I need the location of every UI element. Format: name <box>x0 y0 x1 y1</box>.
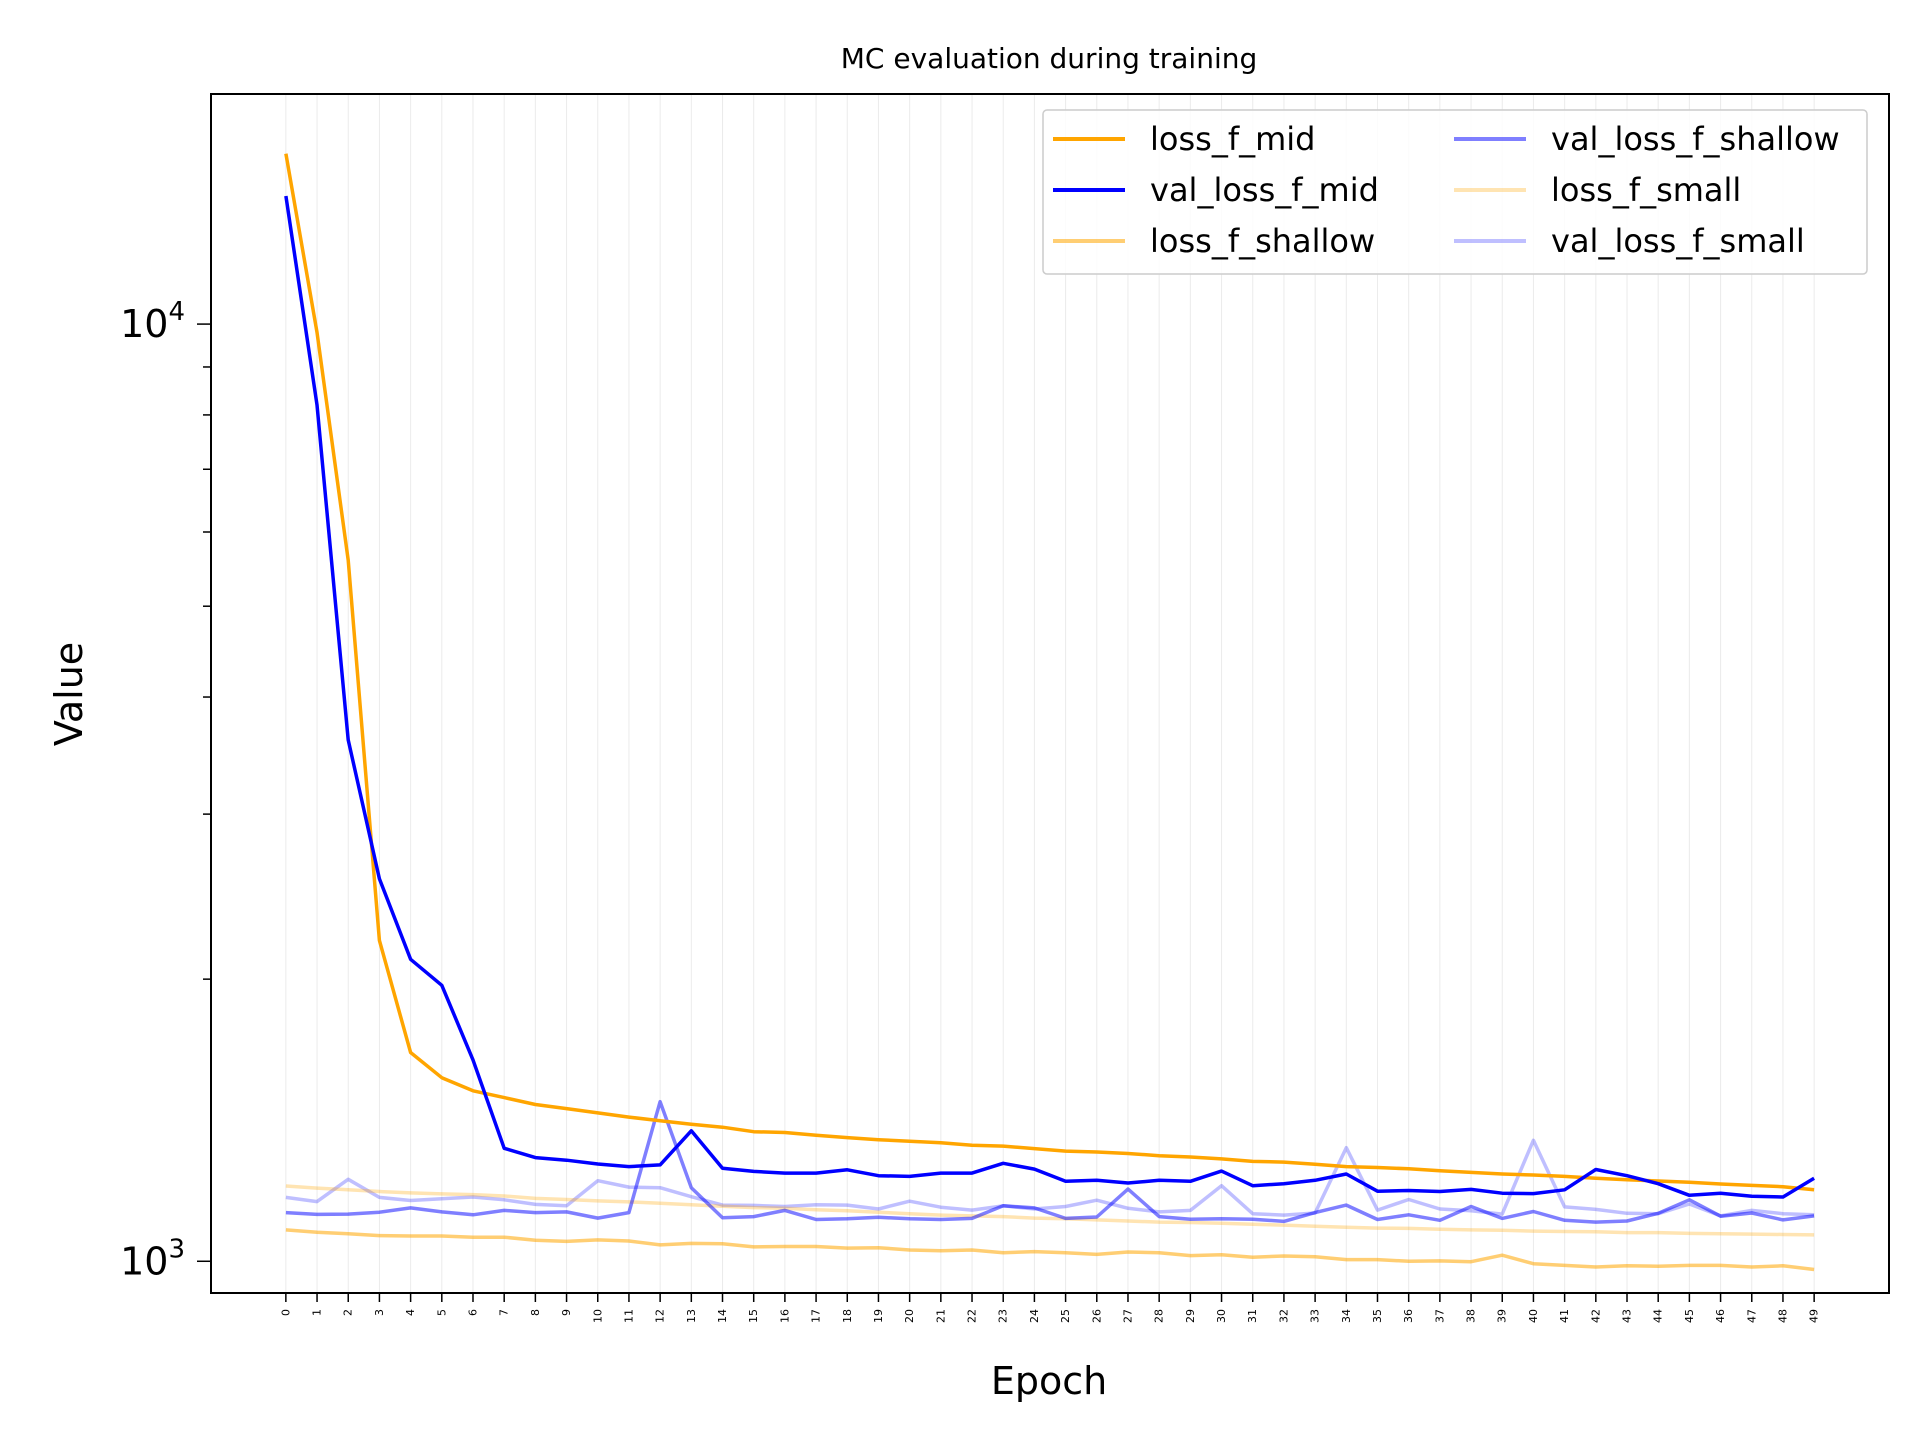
x-tick-label: 3 <box>373 1309 386 1316</box>
x-tick-label: 31 <box>1246 1309 1259 1323</box>
x-tick-label: 36 <box>1402 1309 1415 1323</box>
x-tick-label: 37 <box>1433 1309 1446 1323</box>
x-tick-label: 47 <box>1745 1309 1758 1323</box>
x-tick-label: 41 <box>1558 1309 1571 1323</box>
x-tick-label: 11 <box>622 1309 635 1323</box>
x-tick-label: 18 <box>841 1309 854 1323</box>
x-tick-label: 7 <box>498 1309 511 1316</box>
legend-label: val_loss_f_small <box>1551 222 1805 260</box>
y-axis: 103 104 <box>120 297 211 1283</box>
y-axis-label: Value <box>47 642 91 746</box>
x-tick-label: 4 <box>404 1309 417 1316</box>
x-tick-label: 34 <box>1340 1309 1353 1323</box>
x-tick-label: 15 <box>747 1309 760 1323</box>
x-tick-label: 33 <box>1309 1309 1322 1323</box>
x-tick-label: 9 <box>560 1309 573 1316</box>
x-tick-label: 13 <box>685 1309 698 1323</box>
series-line-loss-f-mid <box>284 153 1815 1192</box>
x-tick-label: 20 <box>903 1309 916 1323</box>
x-tick-label: 5 <box>435 1309 448 1316</box>
x-axis: 0 1 2 3 4 5 6 7 8 9 10 11 12 13 14 15 16 17 18 19 20 21 22 23 24… <box>279 1293 1821 1323</box>
x-tick-label: 32 <box>1277 1309 1290 1323</box>
x-tick-label: 14 <box>716 1309 729 1323</box>
x-tick-label: 1 <box>311 1309 324 1316</box>
x-tick-label: 46 <box>1714 1309 1727 1323</box>
legend-label: loss_f_small <box>1551 171 1741 209</box>
x-tick-label: 8 <box>529 1309 542 1316</box>
x-tick-label: 45 <box>1683 1309 1696 1323</box>
x-tick-label: 10 <box>591 1309 604 1323</box>
x-tick-label: 28 <box>1153 1309 1166 1323</box>
legend-label: val_loss_f_mid <box>1150 171 1379 209</box>
x-tick-label: 12 <box>654 1309 667 1323</box>
legend-label: loss_f_mid <box>1150 120 1315 158</box>
legend-label: val_loss_f_shallow <box>1551 120 1840 158</box>
y-tick-label: 103 <box>120 1234 185 1283</box>
x-tick-label: 39 <box>1496 1309 1509 1323</box>
series-line-val-loss-f-small <box>285 1138 1815 1218</box>
x-tick-label: 35 <box>1371 1309 1384 1323</box>
series-lines <box>284 153 1816 1272</box>
legend: loss_f_mid val_loss_f_mid loss_f_shallow va… <box>1042 109 1868 275</box>
x-tick-label: 17 <box>810 1309 823 1323</box>
x-tick-label: 0 <box>279 1309 292 1316</box>
x-tick-label: 27 <box>1121 1309 1134 1323</box>
x-tick-label: 21 <box>934 1309 947 1323</box>
x-tick-label: 38 <box>1465 1309 1478 1323</box>
x-axis-label: Epoch <box>991 1359 1107 1403</box>
series-line-loss-f-small <box>285 1184 1815 1237</box>
chart-title: MC evaluation during training <box>841 42 1258 75</box>
x-tick-label: 26 <box>1090 1309 1103 1323</box>
x-tick-label: 43 <box>1621 1309 1634 1323</box>
x-tick-label: 16 <box>778 1309 791 1323</box>
legend-box <box>1042 109 1868 275</box>
y-tick-label: 104 <box>120 297 185 346</box>
x-tick-label: 49 <box>1808 1309 1821 1323</box>
x-tick-label: 48 <box>1776 1309 1789 1323</box>
x-tick-label: 29 <box>1184 1309 1197 1323</box>
x-tick-label: 25 <box>1059 1309 1072 1323</box>
x-tick-label: 19 <box>872 1309 885 1323</box>
x-tick-label: 40 <box>1527 1309 1540 1323</box>
x-tick-label: 44 <box>1652 1309 1665 1323</box>
plot-frame <box>210 93 1890 1294</box>
legend-label: loss_f_shallow <box>1150 222 1375 260</box>
x-tick-label: 6 <box>466 1309 479 1316</box>
x-tick-label: 24 <box>1028 1309 1041 1323</box>
x-tick-label: 2 <box>342 1309 355 1316</box>
series-line-loss-f-shallow <box>285 1228 1815 1272</box>
x-tick-label: 22 <box>966 1309 979 1323</box>
series-line-val-loss-f-shallow <box>285 1099 1815 1224</box>
x-grid <box>285 94 1815 1293</box>
x-tick-label: 42 <box>1589 1309 1602 1323</box>
series-line-val-loss-f-mid <box>284 195 1816 1199</box>
x-tick-label: 23 <box>997 1309 1010 1323</box>
x-tick-label: 30 <box>1215 1309 1228 1323</box>
